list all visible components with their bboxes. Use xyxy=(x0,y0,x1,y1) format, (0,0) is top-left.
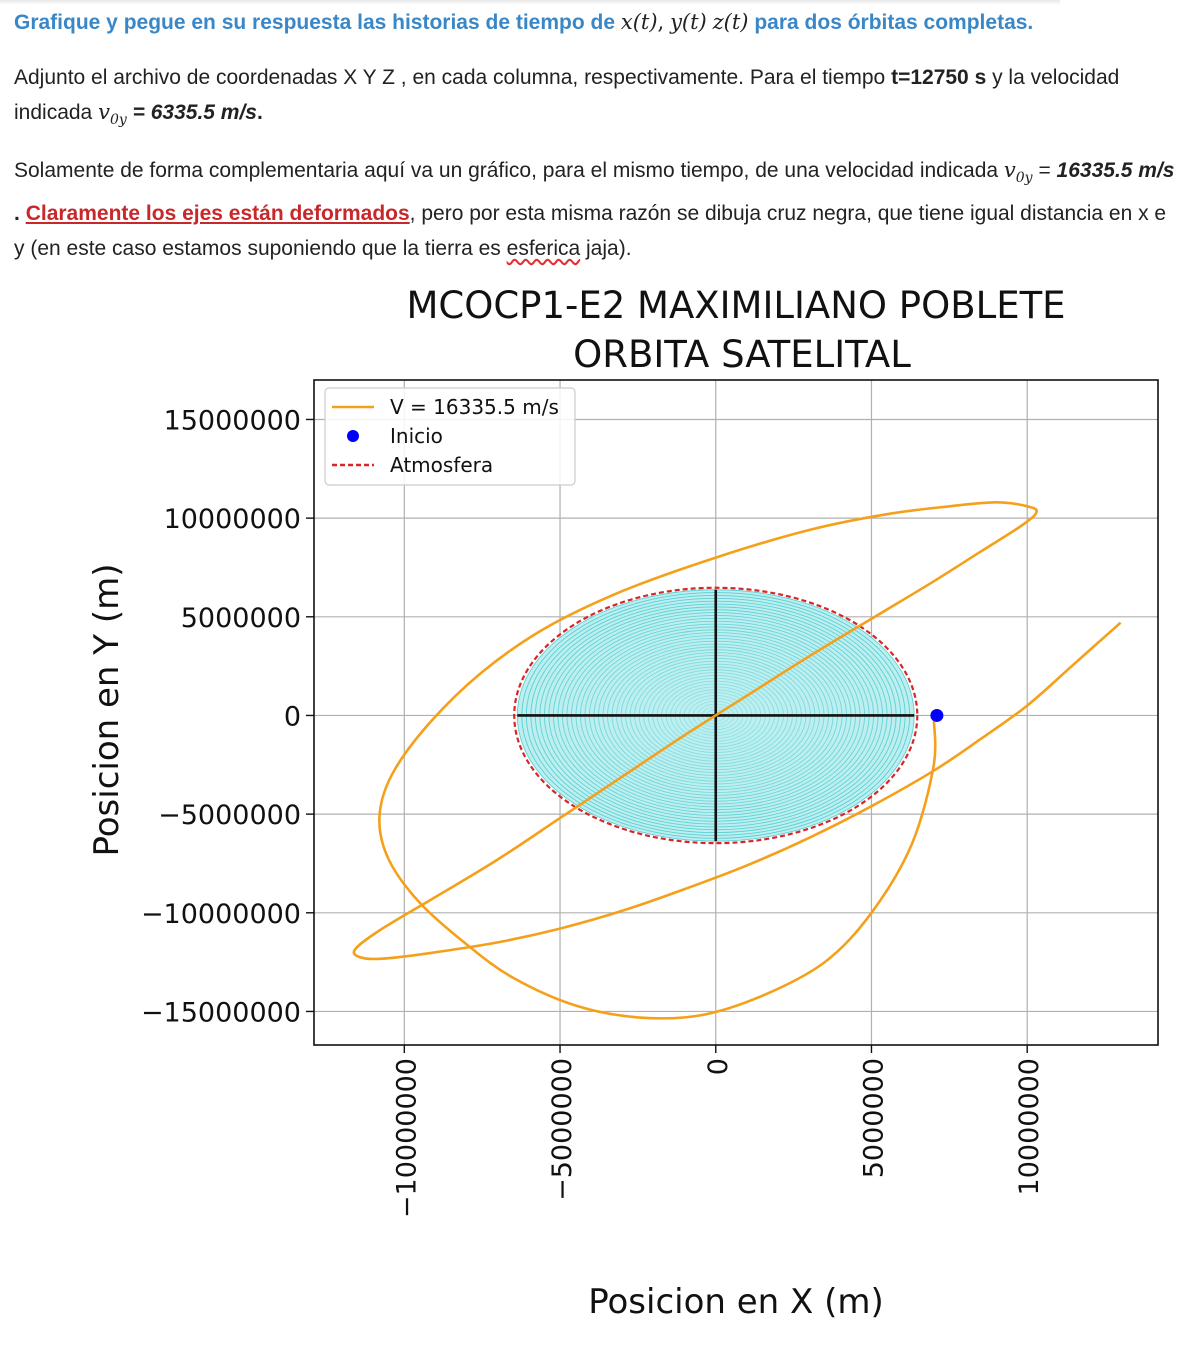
x-tick-label: −5000000 xyxy=(547,1058,578,1201)
time-value: t=12750 s xyxy=(891,66,987,89)
orbit-chart: MCOCP1-E2 MAXIMILIANO POBLETE ORBITA SAT… xyxy=(87,284,1159,1322)
velocity-value: = 6335.5 m/s xyxy=(132,101,257,124)
paragraph-2-text-a: Solamente de forma complementaria aquí v… xyxy=(14,159,999,183)
misspelled-word[interactable]: esferica xyxy=(506,237,581,261)
y-tick-label: 10000000 xyxy=(164,504,301,535)
heading-tail: para dos órbitas completas. xyxy=(754,11,1034,34)
y-axis-label: Posicion en Y (m) xyxy=(87,563,127,856)
start-point xyxy=(930,708,944,722)
document: Grafique y pegue en su respuesta las his… xyxy=(14,6,1179,266)
orbit-line xyxy=(352,501,1122,1020)
velocity-symbol-2: v0y xyxy=(1003,158,1033,187)
legend-start-swatch xyxy=(347,430,359,442)
y-tick-label: 15000000 xyxy=(164,405,301,436)
paragraph-2: Solamente de forma complementaria aquí v… xyxy=(14,158,1175,261)
deformed-axes-link[interactable]: Claramente los ejes están deformados xyxy=(25,202,410,226)
y-tick-label: 5000000 xyxy=(181,603,301,634)
heading: Grafique y pegue en su respuesta las his… xyxy=(14,10,1034,34)
y-tick-label: −5000000 xyxy=(158,800,301,831)
heading-text: Grafique y pegue en su respuesta las his… xyxy=(14,11,616,34)
x-tick-label: 5000000 xyxy=(858,1058,889,1178)
x-axis-label: Posicion en X (m) xyxy=(588,1282,884,1322)
paragraph-2-text-b: , pero por esta misma razón se dibuja cr… xyxy=(14,202,1167,261)
legend-orbit-label: V = 16335.5 m/s xyxy=(390,395,559,419)
velocity-symbol: v0y xyxy=(98,100,127,129)
y-tick-label: −10000000 xyxy=(141,899,301,930)
paragraph-1-text-a: Adjunto el archivo de coordenadas X Y Z … xyxy=(14,66,886,89)
plot-area xyxy=(352,501,1122,1020)
chart-subtitle: ORBITA SATELITAL xyxy=(573,333,911,376)
y-tick-label: −15000000 xyxy=(141,997,301,1028)
heading-math-y: y(t) xyxy=(670,10,707,34)
y-tick-label: 0 xyxy=(284,701,301,732)
y-axis: 15000000 10000000 5000000 0 −5000000 −1000000… xyxy=(141,405,314,1028)
paragraph-1: Adjunto el archivo de coordenadas X Y Z … xyxy=(14,66,1120,129)
heading-math-x: x(t) xyxy=(620,10,658,34)
legend-box xyxy=(324,387,576,486)
axes-frame xyxy=(313,379,1159,1046)
heading-math-z: z(t) xyxy=(712,10,749,34)
atmosphere-circle xyxy=(513,586,919,845)
legend-start-label: Inicio xyxy=(390,424,443,448)
chart-title: MCOCP1-E2 MAXIMILIANO POBLETE xyxy=(406,284,1065,327)
legend-atmosphere-label: Atmosfera xyxy=(390,453,493,477)
velocity-value-2: 16335.5 m/s xyxy=(1056,159,1175,183)
equals-sign: = xyxy=(1038,159,1051,183)
x-tick-label: −10000000 xyxy=(391,1058,422,1218)
legend: V = 16335.5 m/s Inicio Atmosfera xyxy=(324,387,576,486)
x-tick-label: 10000000 xyxy=(1014,1058,1045,1195)
x-axis: −10000000 −5000000 0 5000000 10000000 xyxy=(391,1045,1045,1218)
paragraph-1-text-b: y la velocidad indicada xyxy=(14,66,1120,124)
x-tick-label: 0 xyxy=(703,1058,734,1075)
top-divider xyxy=(0,0,1060,5)
paragraph-2-text-c: jaja). xyxy=(586,237,632,261)
